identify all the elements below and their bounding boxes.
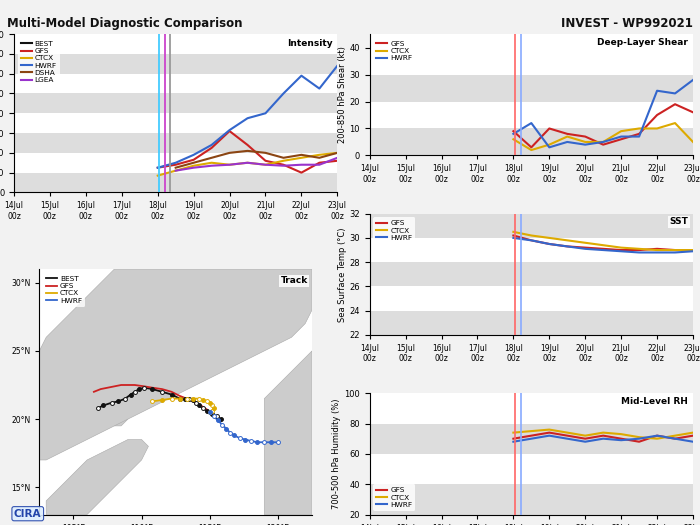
Legend: BEST, GFS, CTCX, HWRF, DSHA, LGEA: BEST, GFS, CTCX, HWRF, DSHA, LGEA	[18, 38, 60, 86]
Bar	[370, 424, 693, 454]
Text: Track: Track	[281, 277, 308, 286]
Text: INVEST - WP992021: INVEST - WP992021	[561, 17, 693, 30]
Bar	[370, 484, 693, 514]
Polygon shape	[39, 269, 312, 460]
Text: Mid-Level RH: Mid-Level RH	[622, 397, 688, 406]
Bar	[14, 54, 337, 74]
Polygon shape	[265, 351, 312, 514]
Polygon shape	[46, 439, 148, 514]
Y-axis label: 700-500 hPa Humidity (%): 700-500 hPa Humidity (%)	[332, 398, 342, 509]
Legend: GFS, CTCX, HWRF: GFS, CTCX, HWRF	[373, 484, 415, 511]
Bar	[370, 75, 693, 101]
Y-axis label: Sea Surface Temp (°C): Sea Surface Temp (°C)	[337, 227, 346, 321]
Bar	[14, 173, 337, 193]
Bar	[370, 311, 693, 335]
Bar	[370, 262, 693, 287]
Text: Deep-Layer Shear: Deep-Layer Shear	[597, 38, 688, 47]
Text: Multi-Model Diagnostic Comparison: Multi-Model Diagnostic Comparison	[7, 17, 242, 30]
Polygon shape	[39, 371, 128, 426]
Bar	[370, 129, 693, 155]
Bar	[14, 93, 337, 113]
Bar	[370, 214, 693, 238]
Text: SST: SST	[669, 217, 688, 226]
Legend: GFS, CTCX, HWRF: GFS, CTCX, HWRF	[373, 38, 415, 65]
Text: Intensity: Intensity	[287, 39, 332, 48]
Bar	[14, 133, 337, 153]
Text: CIRA: CIRA	[14, 509, 41, 519]
Polygon shape	[278, 385, 291, 412]
Y-axis label: 200-850 hPa Shear (kt): 200-850 hPa Shear (kt)	[337, 46, 346, 143]
Legend: BEST, GFS, CTCX, HWRF: BEST, GFS, CTCX, HWRF	[43, 273, 85, 307]
Legend: GFS, CTCX, HWRF: GFS, CTCX, HWRF	[373, 217, 415, 244]
